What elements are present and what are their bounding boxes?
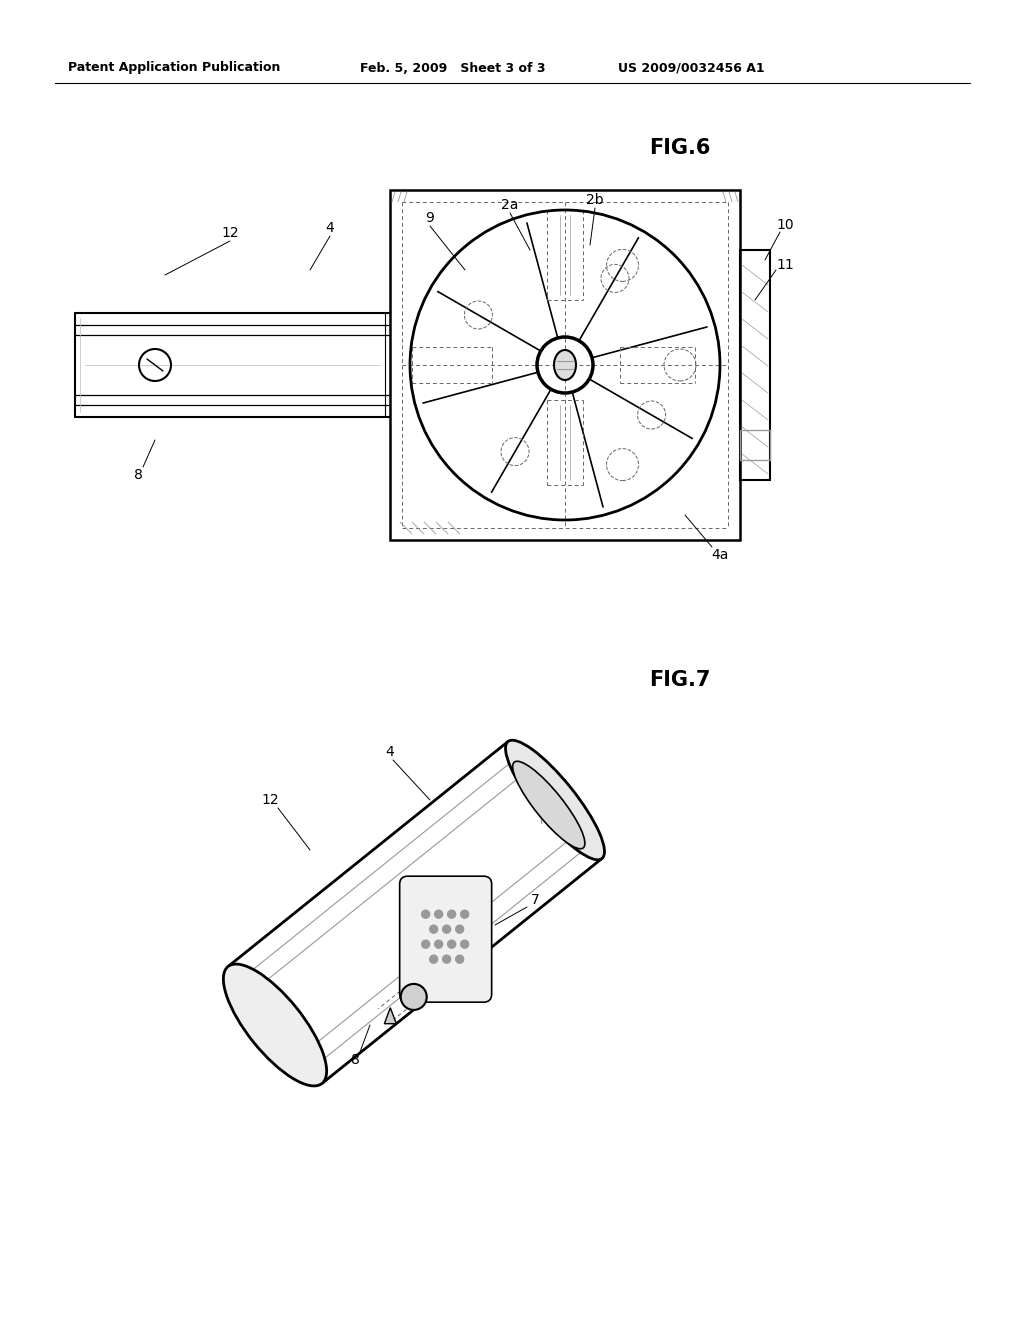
Text: FIG.7: FIG.7: [649, 671, 711, 690]
Text: 2a: 2a: [502, 198, 519, 213]
Bar: [740, 249, 770, 480]
Circle shape: [430, 956, 437, 964]
Polygon shape: [384, 1007, 396, 1024]
Circle shape: [442, 925, 451, 933]
Text: 8: 8: [350, 1053, 359, 1067]
Circle shape: [422, 940, 430, 948]
Bar: [390, 190, 740, 540]
Circle shape: [461, 940, 469, 948]
Circle shape: [434, 940, 442, 948]
Text: 8: 8: [133, 469, 142, 482]
Text: Patent Application Publication: Patent Application Publication: [68, 62, 281, 74]
Circle shape: [447, 911, 456, 919]
Text: 9: 9: [426, 211, 434, 224]
Text: 7: 7: [530, 894, 540, 907]
Text: 12: 12: [221, 226, 239, 240]
Circle shape: [400, 983, 427, 1010]
Text: 11: 11: [776, 257, 794, 272]
Text: 4: 4: [326, 220, 335, 235]
Circle shape: [447, 940, 456, 948]
Ellipse shape: [506, 741, 604, 859]
Text: 2b: 2b: [586, 193, 604, 207]
Ellipse shape: [223, 964, 327, 1086]
Circle shape: [434, 911, 442, 919]
Circle shape: [422, 911, 430, 919]
Circle shape: [461, 911, 469, 919]
Text: Feb. 5, 2009   Sheet 3 of 3: Feb. 5, 2009 Sheet 3 of 3: [360, 62, 546, 74]
FancyBboxPatch shape: [399, 876, 492, 1002]
Text: US 2009/0032456 A1: US 2009/0032456 A1: [618, 62, 765, 74]
Circle shape: [430, 925, 437, 933]
Text: 4: 4: [386, 744, 394, 759]
Text: 10: 10: [776, 218, 794, 232]
Circle shape: [456, 925, 464, 933]
Ellipse shape: [513, 762, 585, 849]
Text: FIG.6: FIG.6: [649, 139, 711, 158]
Circle shape: [456, 956, 464, 964]
Circle shape: [442, 956, 451, 964]
Text: 12: 12: [261, 793, 279, 807]
Bar: [740, 430, 770, 459]
Text: 4a: 4a: [712, 548, 729, 562]
Ellipse shape: [554, 350, 575, 380]
